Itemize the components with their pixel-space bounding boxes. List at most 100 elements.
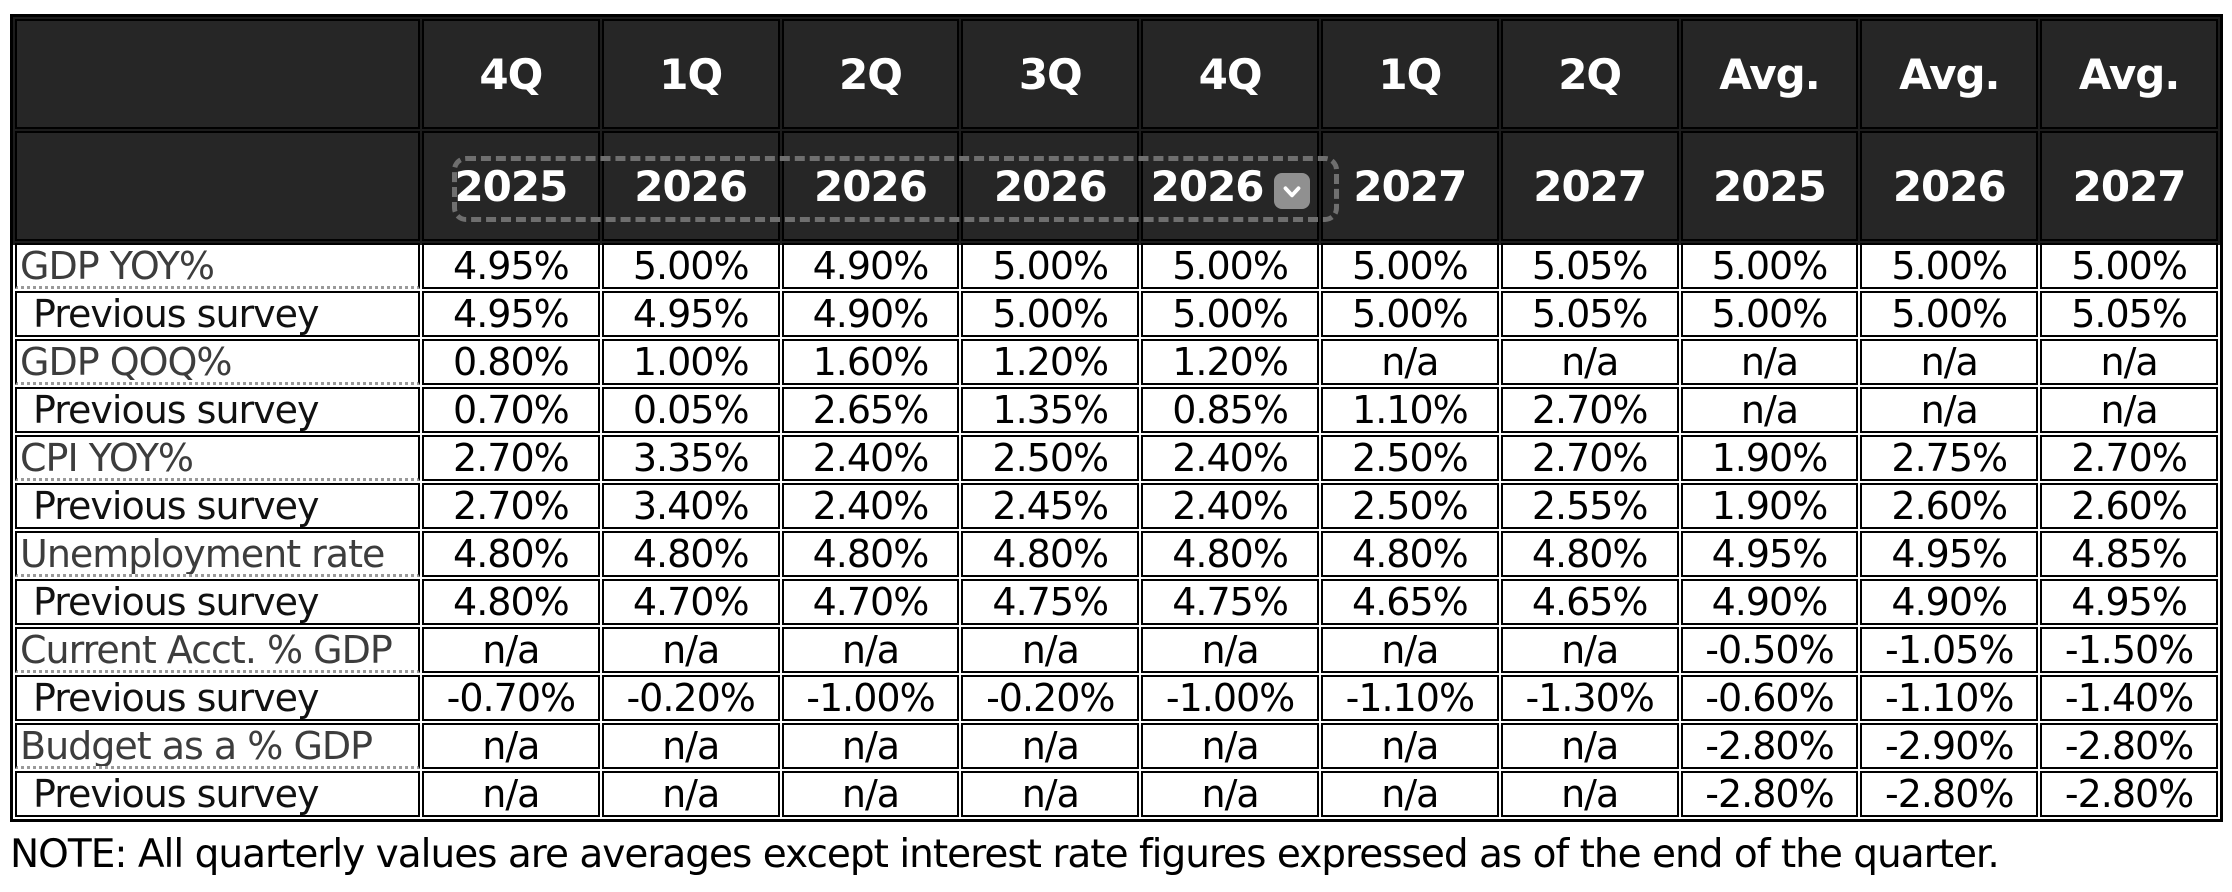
year-header-cell[interactable]: 2025 [1680,131,1859,241]
data-cell[interactable]: n/a [1500,723,1679,769]
row-label[interactable]: Previous survey [15,387,420,433]
data-cell[interactable]: n/a [781,627,960,673]
data-cell[interactable]: 5.00% [1141,291,1319,337]
data-cell[interactable]: 1.35% [961,387,1140,433]
data-cell[interactable]: n/a [1320,771,1499,817]
data-cell[interactable]: -0.20% [961,675,1140,721]
data-cell[interactable]: 5.00% [1141,243,1319,289]
data-cell[interactable]: 5.05% [2040,291,2218,337]
data-cell[interactable]: 2.40% [781,483,960,529]
data-cell[interactable]: -2.80% [2040,723,2218,769]
year-header-cell[interactable]: 2027 [2040,131,2218,241]
quarter-header-cell[interactable]: Avg. [1680,19,1859,129]
quarter-header-cell[interactable]: 1Q [1320,19,1499,129]
quarter-header-cell[interactable]: Avg. [2040,19,2218,129]
data-cell[interactable]: 4.85% [2040,531,2218,577]
data-cell[interactable]: 5.00% [1680,243,1859,289]
row-label[interactable]: Previous survey [15,579,420,625]
year-header-cell[interactable]: 2027 [1500,131,1679,241]
data-cell[interactable]: -2.90% [1860,723,2039,769]
data-cell[interactable]: 3.40% [601,483,780,529]
data-cell[interactable]: -2.80% [1680,771,1859,817]
data-cell[interactable]: n/a [1500,339,1679,385]
row-label[interactable]: Previous survey [15,771,420,817]
data-cell[interactable]: n/a [422,627,600,673]
data-cell[interactable]: 4.95% [601,291,780,337]
data-cell[interactable]: n/a [1500,771,1679,817]
data-cell[interactable]: 4.95% [2040,579,2218,625]
data-cell[interactable]: 5.00% [961,243,1140,289]
year-header-cell[interactable]: 2026 [961,131,1140,241]
data-cell[interactable]: 2.50% [1320,435,1499,481]
data-cell[interactable]: n/a [1680,339,1859,385]
data-cell[interactable]: 1.60% [781,339,960,385]
data-cell[interactable]: 2.70% [1500,387,1679,433]
data-cell[interactable]: n/a [1320,627,1499,673]
data-cell[interactable]: 2.70% [422,435,600,481]
data-cell[interactable]: 4.70% [601,579,780,625]
data-cell[interactable]: 1.10% [1320,387,1499,433]
year-header-cell[interactable]: 2026 [781,131,960,241]
data-cell[interactable]: n/a [1860,339,2039,385]
data-cell[interactable]: n/a [781,723,960,769]
row-label[interactable]: Current Acct. % GDP [15,627,420,673]
data-cell[interactable]: 5.00% [1860,243,2039,289]
data-cell[interactable]: 0.05% [601,387,780,433]
data-cell[interactable]: -1.00% [1141,675,1319,721]
data-cell[interactable]: n/a [1141,723,1319,769]
data-cell[interactable]: n/a [2040,387,2218,433]
year-header-cell[interactable]: 2025 [422,131,600,241]
data-cell[interactable]: -1.10% [1860,675,2039,721]
data-cell[interactable]: n/a [961,771,1140,817]
row-label[interactable]: Previous survey [15,483,420,529]
data-cell[interactable]: 4.80% [422,579,600,625]
data-cell[interactable]: -1.00% [781,675,960,721]
row-label[interactable]: Budget as a % GDP [15,723,420,769]
year-header-cell[interactable]: 2026 [1141,131,1319,241]
data-cell[interactable]: 1.20% [961,339,1140,385]
data-cell[interactable]: n/a [1680,387,1859,433]
data-cell[interactable]: 4.80% [1320,531,1499,577]
data-cell[interactable]: 4.95% [1860,531,2039,577]
data-cell[interactable]: n/a [1500,627,1679,673]
data-cell[interactable]: 4.95% [422,291,600,337]
data-cell[interactable]: -1.10% [1320,675,1499,721]
data-cell[interactable]: n/a [422,771,600,817]
data-cell[interactable]: 1.90% [1680,435,1859,481]
data-cell[interactable]: 4.65% [1320,579,1499,625]
data-cell[interactable]: 2.60% [1860,483,2039,529]
data-cell[interactable]: 5.00% [2040,243,2218,289]
data-cell[interactable]: 2.65% [781,387,960,433]
data-cell[interactable]: 5.05% [1500,291,1679,337]
data-cell[interactable]: 5.00% [1320,291,1499,337]
data-cell[interactable]: 4.75% [1141,579,1319,625]
data-cell[interactable]: 5.00% [1860,291,2039,337]
data-cell[interactable]: 2.50% [1320,483,1499,529]
data-cell[interactable]: 5.05% [1500,243,1679,289]
data-cell[interactable]: 4.95% [422,243,600,289]
data-cell[interactable]: n/a [1141,771,1319,817]
data-cell[interactable]: 2.45% [961,483,1140,529]
quarter-header-cell[interactable]: 4Q [1141,19,1319,129]
row-label[interactable]: Previous survey [15,675,420,721]
data-cell[interactable]: -0.70% [422,675,600,721]
quarter-header-cell[interactable]: 2Q [781,19,960,129]
data-cell[interactable]: 4.95% [1680,531,1859,577]
data-cell[interactable]: 4.80% [1141,531,1319,577]
data-cell[interactable]: 5.00% [961,291,1140,337]
data-cell[interactable]: 2.40% [1141,435,1319,481]
quarter-header-cell[interactable]: 3Q [961,19,1140,129]
data-cell[interactable]: n/a [422,723,600,769]
data-cell[interactable]: n/a [601,771,780,817]
data-cell[interactable]: -2.80% [2040,771,2218,817]
row-label[interactable]: GDP QOQ% [15,339,420,385]
data-cell[interactable]: 4.80% [422,531,600,577]
data-cell[interactable]: n/a [781,771,960,817]
data-cell[interactable]: 2.75% [1860,435,2039,481]
data-cell[interactable]: 2.70% [1500,435,1679,481]
data-cell[interactable]: 2.70% [422,483,600,529]
data-cell[interactable]: 4.90% [1860,579,2039,625]
data-cell[interactable]: 4.75% [961,579,1140,625]
data-cell[interactable]: -1.30% [1500,675,1679,721]
data-cell[interactable]: 5.00% [1320,243,1499,289]
